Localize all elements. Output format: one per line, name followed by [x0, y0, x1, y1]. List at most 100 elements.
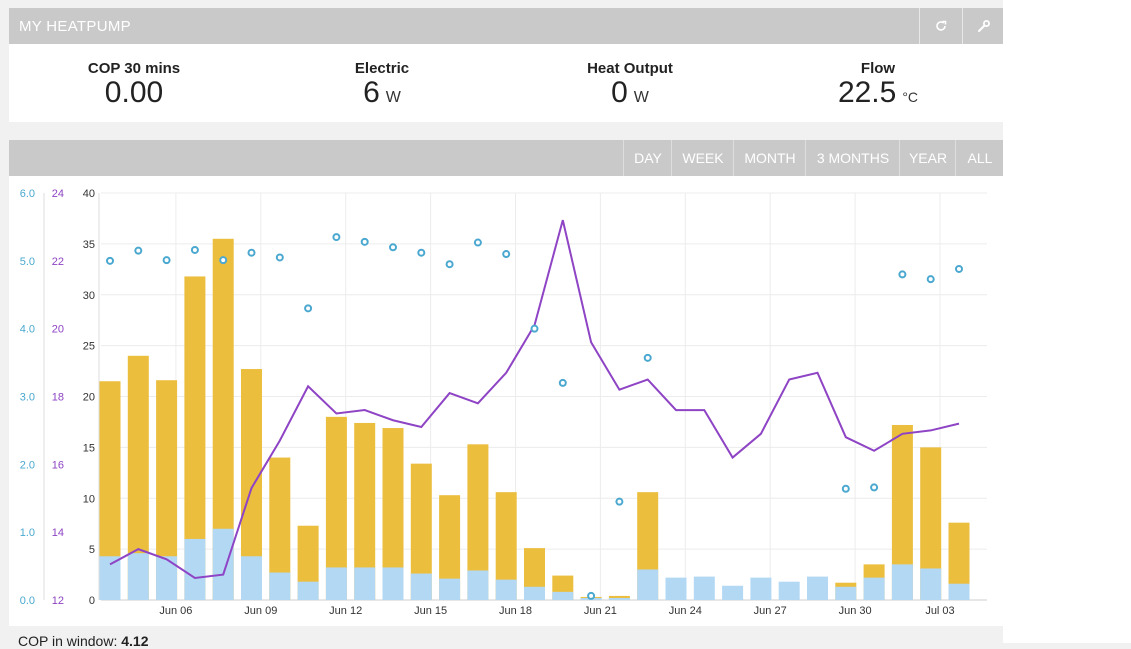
- heat-bar: [354, 422, 376, 600]
- cop-point: [841, 484, 850, 493]
- stat-label: Electric: [354, 60, 410, 77]
- wrench-icon: [978, 20, 990, 33]
- electric-bar: [891, 564, 913, 600]
- electric-bar: [552, 591, 574, 600]
- cop-point: [219, 256, 228, 265]
- heat-bar: [467, 444, 489, 600]
- cop-point: [190, 245, 199, 254]
- electric-bar: [382, 567, 404, 600]
- y-tick-label-cop: 5.0: [20, 256, 35, 268]
- heat-bar: [127, 355, 149, 600]
- x-tick-label: Jun 27: [754, 605, 787, 617]
- heat-bar: [297, 525, 319, 600]
- range-day-button[interactable]: DAY: [623, 140, 672, 176]
- y-tick-label-flow: 18: [52, 392, 64, 404]
- stat-label: Heat Output: [587, 60, 673, 77]
- stat-cop: COP 30 mins 0.00: [9, 60, 259, 109]
- cop-point: [558, 378, 567, 387]
- electric-bar: [99, 556, 121, 600]
- electric-bar: [354, 567, 376, 600]
- range-year-button[interactable]: YEAR: [899, 140, 956, 176]
- cop-point: [134, 246, 143, 255]
- electric-bar: [948, 583, 970, 600]
- electric-bar: [722, 585, 744, 600]
- electric-bar: [608, 597, 630, 600]
- cop-point: [332, 233, 341, 242]
- y-tick-label-kwh: 25: [83, 341, 95, 353]
- cop-point: [473, 238, 482, 247]
- electric-bar: [156, 556, 178, 600]
- y-tick-label-cop: 0.0: [20, 595, 35, 607]
- electric-bar: [750, 577, 772, 600]
- cop-point: [304, 304, 313, 313]
- heat-bar: [99, 381, 121, 600]
- y-tick-label-kwh: 0: [89, 595, 95, 607]
- y-tick-label-kwh: 30: [83, 290, 95, 302]
- cop-point: [643, 353, 652, 362]
- range-month-button[interactable]: MONTH: [733, 140, 806, 176]
- y-tick-label-flow: 16: [52, 459, 64, 471]
- cop-point: [530, 324, 539, 333]
- heat-bar: [325, 416, 347, 600]
- stat-value: 22.5 °C: [837, 76, 919, 109]
- electric-bar: [241, 556, 262, 600]
- cop-point: [247, 248, 256, 257]
- x-tick-label: Jun 06: [159, 605, 192, 617]
- cop-point: [162, 256, 171, 265]
- page-margin: [1003, 0, 1131, 643]
- cop-point: [587, 591, 596, 600]
- electric-bar: [467, 570, 489, 600]
- settings-button[interactable]: [962, 8, 1005, 44]
- electric-bar: [835, 586, 857, 600]
- header-bar: MY HEATPUMP: [9, 8, 1003, 44]
- cop-window-text: COP in window: 4.12: [18, 633, 149, 649]
- chart-panel: Jun 06 Jun 09 Jun 12 Jun 15 Jun 18 Jun 21 Jun …: [9, 176, 1003, 626]
- heat-bar: [212, 238, 234, 600]
- electric-bar: [807, 576, 828, 600]
- y-tick-label-flow: 20: [52, 324, 64, 336]
- electric-bar: [325, 567, 347, 600]
- range-all-button[interactable]: ALL: [955, 140, 1004, 176]
- stat-label: COP 30 mins: [87, 60, 181, 77]
- cop-point: [389, 243, 397, 252]
- y-tick-label-flow: 14: [52, 527, 64, 539]
- cop-point: [106, 256, 114, 265]
- heat-bar: [439, 495, 461, 600]
- electric-bar: [863, 577, 885, 600]
- refresh-icon: [936, 20, 947, 32]
- y-tick-label-flow: 22: [52, 256, 64, 268]
- electric-bar: [665, 577, 687, 600]
- cop-point: [417, 248, 426, 257]
- electric-bar: [297, 581, 319, 600]
- page-title: MY HEATPUMP: [19, 18, 131, 35]
- stat-value: 0.00: [104, 76, 164, 109]
- cop-point: [898, 270, 907, 279]
- heat-bar: [184, 276, 206, 600]
- electric-bar: [524, 586, 545, 600]
- y-tick-label-kwh: 20: [83, 392, 95, 404]
- heat-bar: [948, 522, 970, 600]
- stat-flow: Flow 22.5 °C: [753, 60, 1003, 113]
- cop-point: [275, 253, 284, 262]
- electric-bar: [212, 528, 234, 600]
- cop-point: [445, 260, 454, 269]
- heat-bar: [495, 492, 517, 600]
- y-tick-label-kwh: 40: [83, 188, 95, 200]
- x-tick-label: Jun 12: [329, 605, 362, 617]
- range-week-button[interactable]: WEEK: [671, 140, 734, 176]
- heat-bar: [382, 428, 404, 600]
- refresh-button[interactable]: [919, 8, 962, 44]
- electric-bar: [693, 576, 715, 600]
- y-tick-label-flow: 24: [52, 188, 64, 200]
- range-3months-button[interactable]: 3 MONTHS: [805, 140, 900, 176]
- electric-bar: [439, 578, 461, 600]
- y-tick-label-cop: 3.0: [20, 392, 35, 404]
- electric-bar: [778, 581, 800, 600]
- heatpump-chart[interactable]: Jun 06 Jun 09 Jun 12 Jun 15 Jun 18 Jun 21 Jun …: [9, 176, 1003, 626]
- y-tick-label-cop: 4.0: [20, 324, 35, 336]
